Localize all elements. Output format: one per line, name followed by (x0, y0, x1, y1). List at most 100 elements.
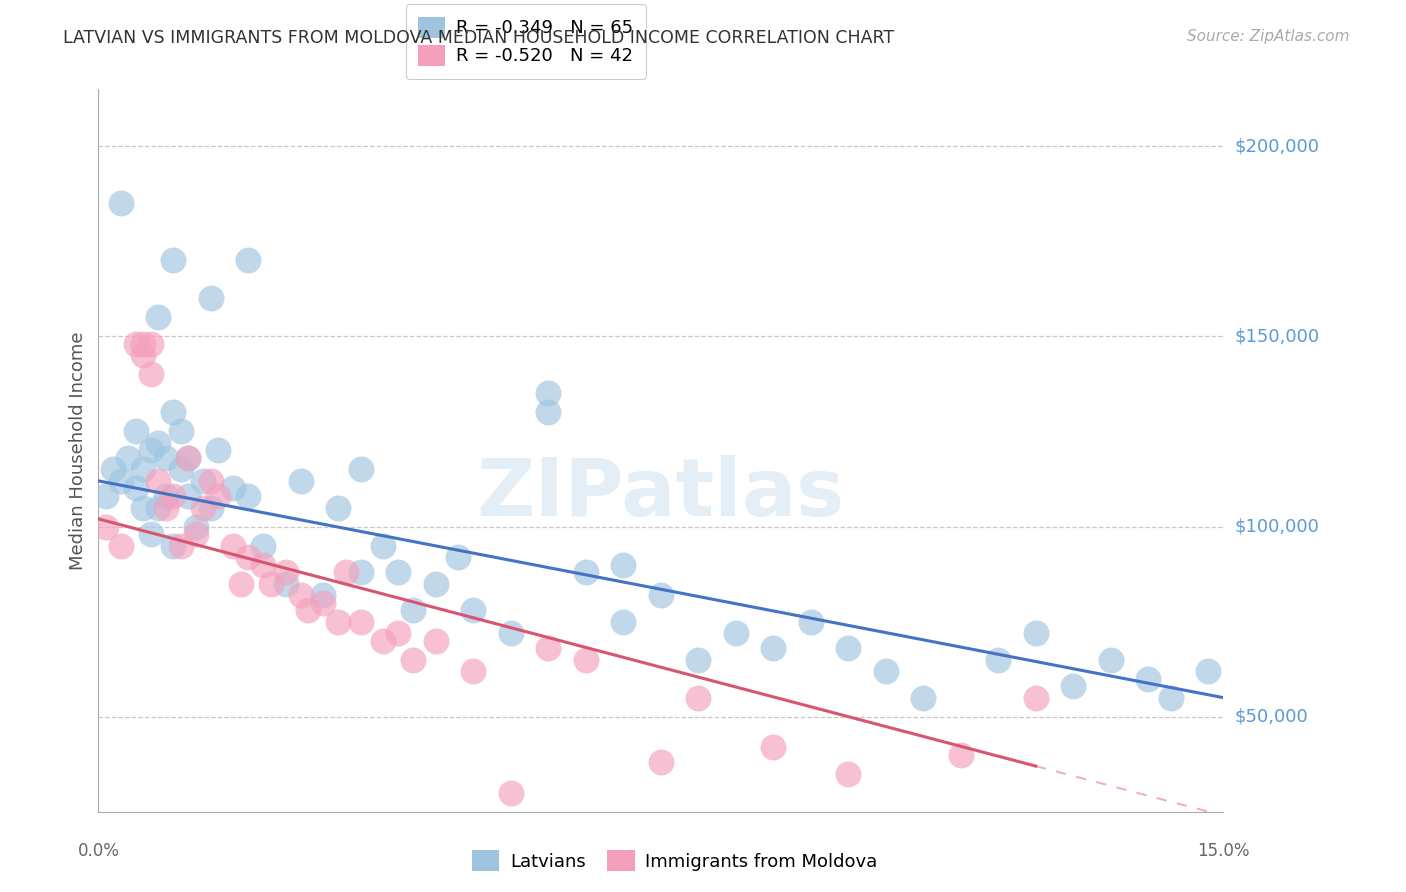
Point (688, 652, 710, 666)
Point (200, 291, 222, 305)
Point (94, 519, 117, 533)
Point (387, 565, 409, 579)
Point (207, 443, 229, 458)
Point (110, 196, 132, 211)
Point (139, 368, 162, 382)
Point (162, 253, 184, 268)
Point (1197, 664, 1219, 678)
Point (373, 539, 395, 553)
Point (575, 565, 598, 579)
Point (537, 405, 560, 419)
Point (463, 664, 485, 678)
Point (1099, 652, 1122, 666)
Point (177, 451, 200, 466)
Point (148, 310, 170, 325)
Point (688, 690, 710, 705)
Point (837, 641, 859, 656)
Point (94, 489, 117, 503)
Text: $50,000: $50,000 (1234, 707, 1308, 726)
Point (290, 588, 312, 602)
Text: ZIPatlas: ZIPatlas (477, 455, 845, 533)
Point (170, 462, 193, 476)
Point (125, 425, 148, 439)
Point (125, 482, 148, 496)
Point (162, 489, 184, 503)
Point (463, 603, 485, 617)
Point (350, 615, 373, 629)
Point (148, 435, 170, 450)
Point (297, 603, 319, 617)
Point (425, 576, 447, 591)
Point (328, 615, 350, 629)
Point (260, 576, 283, 591)
Point (184, 519, 207, 533)
Point (155, 451, 177, 466)
Point (724, 626, 747, 640)
Point (350, 462, 373, 476)
Legend: Latvians, Immigrants from Moldova: Latvians, Immigrants from Moldova (465, 843, 884, 879)
Point (222, 539, 245, 553)
Point (402, 652, 425, 666)
Point (350, 565, 373, 579)
Point (499, 626, 522, 640)
Point (575, 652, 598, 666)
Point (238, 549, 260, 564)
Point (762, 740, 785, 755)
Point (425, 633, 447, 648)
Point (800, 615, 823, 629)
Point (1025, 626, 1047, 640)
Point (125, 337, 148, 351)
Text: Source: ZipAtlas.com: Source: ZipAtlas.com (1187, 29, 1350, 44)
Point (184, 527, 207, 541)
Point (650, 588, 672, 602)
Point (987, 652, 1010, 666)
Point (290, 474, 312, 488)
Point (139, 527, 162, 541)
Point (238, 489, 260, 503)
Point (117, 451, 139, 466)
Point (162, 539, 184, 553)
Point (312, 588, 335, 602)
Point (373, 633, 395, 648)
Point (762, 641, 785, 656)
Text: 0.0%: 0.0% (77, 842, 120, 860)
Point (1160, 690, 1182, 705)
Point (200, 474, 222, 488)
Point (200, 500, 222, 515)
Point (238, 253, 260, 268)
Point (155, 500, 177, 515)
Text: 15.0%: 15.0% (1197, 842, 1250, 860)
Point (162, 405, 184, 419)
Point (132, 500, 155, 515)
Point (103, 462, 125, 476)
Point (312, 596, 335, 610)
Point (170, 539, 193, 553)
Point (252, 539, 274, 553)
Point (612, 615, 634, 629)
Point (132, 337, 155, 351)
Point (1062, 679, 1084, 693)
Point (177, 489, 200, 503)
Point (139, 443, 162, 458)
Point (328, 500, 350, 515)
Point (252, 558, 274, 572)
Point (148, 500, 170, 515)
Text: $200,000: $200,000 (1234, 137, 1319, 155)
Text: $150,000: $150,000 (1234, 327, 1319, 345)
Text: LATVIAN VS IMMIGRANTS FROM MOLDOVA MEDIAN HOUSEHOLD INCOME CORRELATION CHART: LATVIAN VS IMMIGRANTS FROM MOLDOVA MEDIA… (63, 29, 894, 46)
Legend: R = -0.349   N = 65, R = -0.520   N = 42: R = -0.349 N = 65, R = -0.520 N = 42 (406, 4, 645, 78)
Point (949, 747, 972, 762)
Point (274, 565, 297, 579)
Text: $100,000: $100,000 (1234, 517, 1319, 535)
Point (110, 474, 132, 488)
Point (612, 558, 634, 572)
Point (537, 641, 560, 656)
Point (222, 482, 245, 496)
Point (274, 576, 297, 591)
Point (132, 462, 155, 476)
Point (110, 539, 132, 553)
Point (335, 565, 357, 579)
Point (193, 500, 215, 515)
Point (912, 690, 935, 705)
Point (155, 489, 177, 503)
